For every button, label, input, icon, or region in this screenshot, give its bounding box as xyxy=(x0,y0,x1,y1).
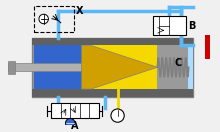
Bar xyxy=(34,6,74,32)
Bar xyxy=(32,38,193,97)
Circle shape xyxy=(66,118,75,128)
Circle shape xyxy=(111,109,124,122)
Bar xyxy=(153,16,186,35)
Bar xyxy=(8,63,86,71)
Bar xyxy=(51,103,99,118)
Text: B: B xyxy=(188,21,195,31)
Bar xyxy=(205,35,211,59)
Bar xyxy=(34,46,82,89)
Text: A: A xyxy=(71,121,79,131)
Bar xyxy=(8,61,15,74)
Bar xyxy=(188,46,193,89)
Polygon shape xyxy=(82,46,157,89)
Text: X: X xyxy=(76,6,83,16)
Bar xyxy=(32,38,193,46)
Text: C: C xyxy=(174,58,182,69)
Bar xyxy=(32,89,193,97)
Circle shape xyxy=(39,14,48,24)
Bar xyxy=(82,46,157,89)
